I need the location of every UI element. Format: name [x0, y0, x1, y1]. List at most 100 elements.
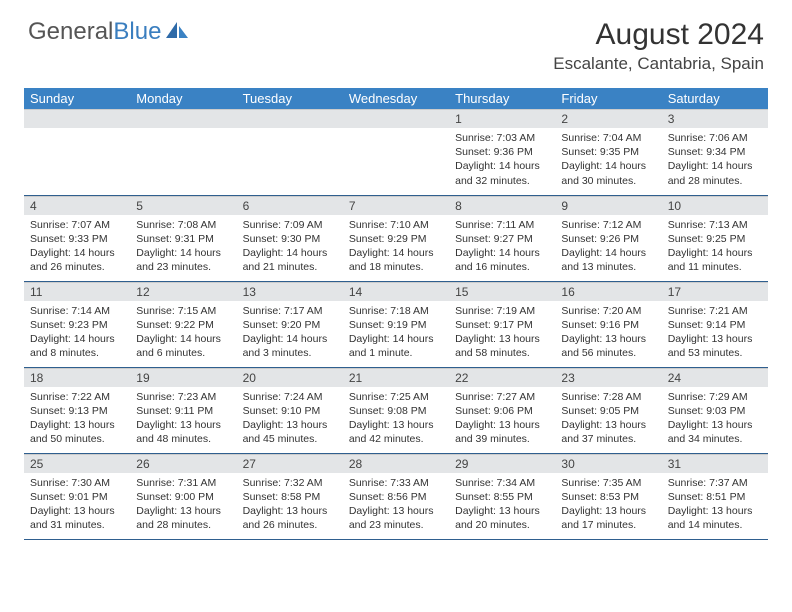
- day-body: Sunrise: 7:19 AMSunset: 9:17 PMDaylight:…: [449, 301, 555, 365]
- title-block: August 2024 Escalante, Cantabria, Spain: [553, 18, 764, 74]
- day-body: Sunrise: 7:25 AMSunset: 9:08 PMDaylight:…: [343, 387, 449, 451]
- calendar-day-cell: 31Sunrise: 7:37 AMSunset: 8:51 PMDayligh…: [662, 453, 768, 539]
- day-header: Wednesday: [343, 88, 449, 109]
- day-number: 8: [449, 196, 555, 215]
- day-number: 10: [662, 196, 768, 215]
- day-body: Sunrise: 7:07 AMSunset: 9:33 PMDaylight:…: [24, 215, 130, 279]
- day-body: Sunrise: 7:10 AMSunset: 9:29 PMDaylight:…: [343, 215, 449, 279]
- calendar-day-cell: 25Sunrise: 7:30 AMSunset: 9:01 PMDayligh…: [24, 453, 130, 539]
- day-header: Sunday: [24, 88, 130, 109]
- day-body: Sunrise: 7:03 AMSunset: 9:36 PMDaylight:…: [449, 128, 555, 192]
- day-header: Saturday: [662, 88, 768, 109]
- day-number: 24: [662, 368, 768, 387]
- calendar-head: SundayMondayTuesdayWednesdayThursdayFrid…: [24, 88, 768, 109]
- calendar-day-cell: 22Sunrise: 7:27 AMSunset: 9:06 PMDayligh…: [449, 367, 555, 453]
- calendar-day-cell: [237, 109, 343, 195]
- day-number: 22: [449, 368, 555, 387]
- day-number: [237, 109, 343, 128]
- calendar-day-cell: 15Sunrise: 7:19 AMSunset: 9:17 PMDayligh…: [449, 281, 555, 367]
- day-number: [24, 109, 130, 128]
- day-body: [237, 128, 343, 135]
- day-body: Sunrise: 7:33 AMSunset: 8:56 PMDaylight:…: [343, 473, 449, 537]
- day-number: 29: [449, 454, 555, 473]
- day-body: [343, 128, 449, 135]
- day-body: Sunrise: 7:23 AMSunset: 9:11 PMDaylight:…: [130, 387, 236, 451]
- day-number: 11: [24, 282, 130, 301]
- logo-word1: General: [28, 18, 113, 45]
- day-body: Sunrise: 7:30 AMSunset: 9:01 PMDaylight:…: [24, 473, 130, 537]
- day-body: Sunrise: 7:22 AMSunset: 9:13 PMDaylight:…: [24, 387, 130, 451]
- calendar-day-cell: 13Sunrise: 7:17 AMSunset: 9:20 PMDayligh…: [237, 281, 343, 367]
- calendar-day-cell: 12Sunrise: 7:15 AMSunset: 9:22 PMDayligh…: [130, 281, 236, 367]
- day-body: Sunrise: 7:34 AMSunset: 8:55 PMDaylight:…: [449, 473, 555, 537]
- calendar-day-cell: 7Sunrise: 7:10 AMSunset: 9:29 PMDaylight…: [343, 195, 449, 281]
- logo-word2: Blue: [113, 18, 161, 45]
- day-number: 23: [555, 368, 661, 387]
- day-header: Monday: [130, 88, 236, 109]
- day-body: Sunrise: 7:20 AMSunset: 9:16 PMDaylight:…: [555, 301, 661, 365]
- day-number: 27: [237, 454, 343, 473]
- calendar-day-cell: 14Sunrise: 7:18 AMSunset: 9:19 PMDayligh…: [343, 281, 449, 367]
- day-number: 18: [24, 368, 130, 387]
- day-body: Sunrise: 7:24 AMSunset: 9:10 PMDaylight:…: [237, 387, 343, 451]
- calendar-day-cell: 6Sunrise: 7:09 AMSunset: 9:30 PMDaylight…: [237, 195, 343, 281]
- calendar-day-cell: 17Sunrise: 7:21 AMSunset: 9:14 PMDayligh…: [662, 281, 768, 367]
- day-header-row: SundayMondayTuesdayWednesdayThursdayFrid…: [24, 88, 768, 109]
- day-body: [24, 128, 130, 135]
- day-number: 14: [343, 282, 449, 301]
- day-header: Thursday: [449, 88, 555, 109]
- day-number: 12: [130, 282, 236, 301]
- day-number: 20: [237, 368, 343, 387]
- day-body: Sunrise: 7:08 AMSunset: 9:31 PMDaylight:…: [130, 215, 236, 279]
- calendar-body: 1Sunrise: 7:03 AMSunset: 9:36 PMDaylight…: [24, 109, 768, 539]
- day-body: Sunrise: 7:29 AMSunset: 9:03 PMDaylight:…: [662, 387, 768, 451]
- calendar-week-row: 11Sunrise: 7:14 AMSunset: 9:23 PMDayligh…: [24, 281, 768, 367]
- calendar-table: SundayMondayTuesdayWednesdayThursdayFrid…: [24, 88, 768, 540]
- calendar-day-cell: 23Sunrise: 7:28 AMSunset: 9:05 PMDayligh…: [555, 367, 661, 453]
- calendar-day-cell: 24Sunrise: 7:29 AMSunset: 9:03 PMDayligh…: [662, 367, 768, 453]
- day-number: 26: [130, 454, 236, 473]
- day-number: 1: [449, 109, 555, 128]
- calendar-week-row: 1Sunrise: 7:03 AMSunset: 9:36 PMDaylight…: [24, 109, 768, 195]
- calendar-week-row: 18Sunrise: 7:22 AMSunset: 9:13 PMDayligh…: [24, 367, 768, 453]
- calendar-day-cell: 16Sunrise: 7:20 AMSunset: 9:16 PMDayligh…: [555, 281, 661, 367]
- day-number: 6: [237, 196, 343, 215]
- day-number: 15: [449, 282, 555, 301]
- day-number: 19: [130, 368, 236, 387]
- day-number: 21: [343, 368, 449, 387]
- calendar-day-cell: 9Sunrise: 7:12 AMSunset: 9:26 PMDaylight…: [555, 195, 661, 281]
- day-body: Sunrise: 7:37 AMSunset: 8:51 PMDaylight:…: [662, 473, 768, 537]
- day-number: [343, 109, 449, 128]
- day-body: Sunrise: 7:15 AMSunset: 9:22 PMDaylight:…: [130, 301, 236, 365]
- day-body: Sunrise: 7:35 AMSunset: 8:53 PMDaylight:…: [555, 473, 661, 537]
- logo-sail-icon: [164, 20, 190, 40]
- day-number: 17: [662, 282, 768, 301]
- calendar-day-cell: 18Sunrise: 7:22 AMSunset: 9:13 PMDayligh…: [24, 367, 130, 453]
- day-number: 16: [555, 282, 661, 301]
- day-header: Tuesday: [237, 88, 343, 109]
- calendar-day-cell: 10Sunrise: 7:13 AMSunset: 9:25 PMDayligh…: [662, 195, 768, 281]
- day-body: Sunrise: 7:17 AMSunset: 9:20 PMDaylight:…: [237, 301, 343, 365]
- month-title: August 2024: [553, 18, 764, 52]
- calendar-day-cell: 21Sunrise: 7:25 AMSunset: 9:08 PMDayligh…: [343, 367, 449, 453]
- location-text: Escalante, Cantabria, Spain: [553, 54, 764, 74]
- day-body: [130, 128, 236, 135]
- day-body: Sunrise: 7:32 AMSunset: 8:58 PMDaylight:…: [237, 473, 343, 537]
- calendar-day-cell: [24, 109, 130, 195]
- day-body: Sunrise: 7:09 AMSunset: 9:30 PMDaylight:…: [237, 215, 343, 279]
- calendar-day-cell: 20Sunrise: 7:24 AMSunset: 9:10 PMDayligh…: [237, 367, 343, 453]
- day-number: 9: [555, 196, 661, 215]
- calendar-day-cell: [343, 109, 449, 195]
- day-number: 30: [555, 454, 661, 473]
- day-number: 5: [130, 196, 236, 215]
- day-number: 7: [343, 196, 449, 215]
- day-body: Sunrise: 7:04 AMSunset: 9:35 PMDaylight:…: [555, 128, 661, 192]
- calendar-day-cell: 11Sunrise: 7:14 AMSunset: 9:23 PMDayligh…: [24, 281, 130, 367]
- logo: GeneralBlue: [28, 18, 190, 46]
- day-body: Sunrise: 7:12 AMSunset: 9:26 PMDaylight:…: [555, 215, 661, 279]
- calendar-day-cell: 3Sunrise: 7:06 AMSunset: 9:34 PMDaylight…: [662, 109, 768, 195]
- calendar-day-cell: 4Sunrise: 7:07 AMSunset: 9:33 PMDaylight…: [24, 195, 130, 281]
- calendar-day-cell: 8Sunrise: 7:11 AMSunset: 9:27 PMDaylight…: [449, 195, 555, 281]
- calendar-day-cell: 5Sunrise: 7:08 AMSunset: 9:31 PMDaylight…: [130, 195, 236, 281]
- day-number: 2: [555, 109, 661, 128]
